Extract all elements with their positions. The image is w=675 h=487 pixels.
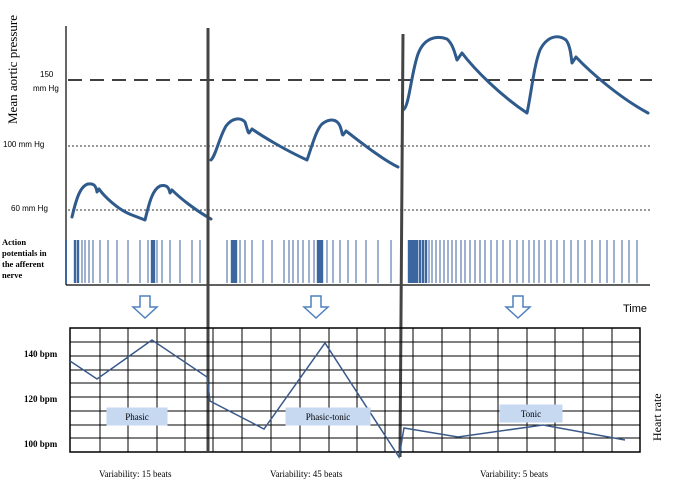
action-potential-label-3: the afferent: [2, 259, 44, 269]
label-60: 60 mm Hg: [11, 204, 48, 213]
phase-label-tonic: Tonic: [521, 409, 541, 419]
time-axis-label: Time: [623, 303, 647, 315]
pressure-curves: [70, 35, 650, 222]
label-150-unit: mm Hg: [33, 84, 59, 93]
variability-tonic: Variability: 5 beats: [480, 469, 548, 479]
phase-divider-2: [398, 33, 405, 458]
down-arrow-icon: [302, 295, 330, 320]
y-axis-label-pressure: Mean aortic pressure: [5, 15, 20, 124]
label-100: 100 mm Hg: [3, 140, 44, 149]
action-potential-label-2: potentials in: [2, 248, 47, 258]
phase-box-tonic: [499, 404, 563, 423]
pressure-curve-phasic-tonic: [209, 117, 400, 169]
action-potential-train: [65, 240, 638, 283]
down-arrow-icon: [131, 295, 159, 320]
phase-box-phasic: [106, 407, 168, 426]
heart-rate-trace: [69, 339, 626, 460]
heart-rate-grid-frame: [69, 327, 641, 453]
variability-phasic-tonic: Variability: 45 beats: [270, 469, 343, 479]
pressure-curve-phasic: [70, 182, 213, 222]
label-150: 150: [40, 70, 54, 79]
phase-box-phasic-tonic: [285, 407, 371, 426]
label-100-bpm: 100 bpm: [24, 439, 58, 449]
action-potential-label-4: nerve: [2, 270, 23, 280]
down-arrow-icon: [504, 295, 532, 320]
label-120-bpm: 120 bpm: [24, 394, 58, 404]
phase-label-phasic-tonic: Phasic-tonic: [306, 412, 351, 422]
phase-arrows: [131, 295, 532, 320]
phase-label-phasic: Phasic: [125, 412, 149, 422]
label-140-bpm: 140 bpm: [24, 349, 58, 359]
pressure-curve-tonic: [401, 35, 650, 115]
variability-phasic: Variability: 15 beats: [99, 469, 172, 479]
action-potential-label-1: Action: [2, 237, 26, 247]
y-axis-label-heart-rate: Heart rate: [650, 393, 664, 441]
